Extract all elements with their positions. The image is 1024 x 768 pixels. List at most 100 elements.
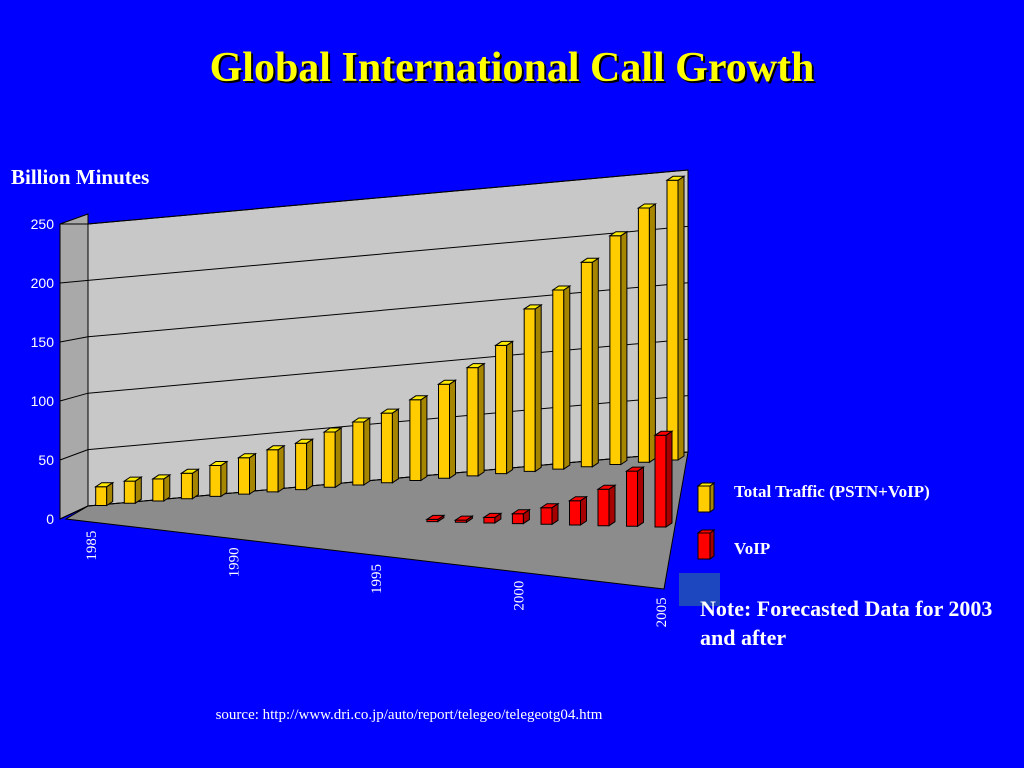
- bar-total-1998-top: [465, 363, 486, 369]
- bar-total-1996-top: [408, 395, 429, 401]
- bar-total-1992-front: [295, 442, 308, 491]
- bar-voip-2000-front: [511, 513, 524, 525]
- bar-total-1993: [322, 427, 343, 489]
- bar-total-1996-side: [420, 394, 428, 482]
- bar-voip-2002: [567, 495, 589, 526]
- x-tick-label: 1995: [369, 564, 385, 594]
- bar-total-1994-front: [352, 421, 365, 486]
- bar-total-1988-top: [179, 468, 201, 474]
- bar-total-1993-front: [323, 431, 336, 488]
- gridline: [87, 169, 689, 225]
- bar-total-1998-front: [466, 367, 479, 477]
- bar-total-1992-top: [293, 438, 315, 444]
- bar-total-2002-front: [580, 261, 593, 468]
- bar-total-2004-front: [637, 207, 650, 463]
- bar-total-2004: [636, 203, 658, 464]
- bar-voip-2001-front: [540, 507, 553, 525]
- bar-voip-2002-side: [580, 495, 587, 526]
- bar-total-1990-side: [249, 452, 256, 496]
- legend-label-voip: VoIP: [734, 539, 771, 558]
- bar-voip-1997-top: [425, 514, 446, 520]
- bar-total-1989-front: [209, 465, 222, 497]
- bar-total-1998: [465, 362, 486, 477]
- bar-total-1995-front: [380, 412, 393, 484]
- gridline-side: [59, 505, 89, 520]
- bar-total-2003-front: [609, 235, 622, 465]
- y-tick-label: 150: [31, 334, 55, 350]
- bar-total-1985: [94, 481, 115, 507]
- bar-voip-2003: [596, 484, 617, 527]
- bar-voip-1997: [425, 514, 446, 523]
- bar-voip-2004-side: [637, 466, 644, 528]
- legend-label-total-traffic: Total Traffic (PSTN+VoIP): [734, 482, 930, 501]
- bar-total-2000-side: [534, 303, 542, 473]
- slide-title: Global International Call Growth: [209, 45, 815, 91]
- bar-total-1989-side: [220, 460, 228, 498]
- bar-total-2004-top: [636, 203, 658, 209]
- bar-total-1985-top: [94, 482, 115, 488]
- gridline-side: [59, 336, 89, 343]
- bar-total-2000: [522, 303, 543, 473]
- forecast-note-marker: [679, 573, 720, 606]
- bar-total-1995-top: [379, 408, 401, 414]
- bar-voip-1999-top: [482, 512, 503, 518]
- bar-total-1987-top: [151, 474, 172, 480]
- bar-total-2000-top: [522, 304, 543, 310]
- bar-total-2001-top: [551, 285, 572, 291]
- y-tick-label: 50: [38, 452, 54, 468]
- bar-total-1985-front: [95, 486, 108, 506]
- bar-total-2002-side: [591, 257, 599, 468]
- x-tick-label: 2005: [654, 597, 670, 627]
- bar-voip-1999-front: [483, 516, 496, 524]
- bar-voip-2002-top: [567, 496, 589, 502]
- bar-voip-2005-side: [665, 430, 673, 528]
- bar-total-2005: [665, 175, 686, 461]
- bar-total-1989-top: [208, 461, 229, 466]
- bar-total-1999-top: [493, 340, 515, 346]
- bar-total-2002: [579, 257, 600, 468]
- x-tick-label: 1985: [84, 531, 100, 561]
- bar-voip-2002-front: [569, 500, 581, 526]
- bar-total-1989: [208, 460, 229, 498]
- bar-total-1994-top: [351, 417, 372, 423]
- bar-total-1998-side: [477, 362, 485, 477]
- bar-total-1991: [265, 444, 286, 493]
- bar-total-2002-top: [579, 257, 600, 263]
- bar-total-1992: [293, 438, 315, 491]
- gridline-side: [59, 279, 89, 284]
- bar-total-1988-front: [180, 472, 193, 500]
- bar-total-2000-front: [523, 308, 536, 472]
- bar-voip-1998: [453, 515, 475, 524]
- bar-voip-2005: [653, 430, 674, 528]
- bar-voip-1998-top: [453, 515, 475, 521]
- bar-total-2005-front: [666, 179, 679, 461]
- bar-total-2003: [608, 230, 629, 466]
- bar-total-2001-side: [563, 285, 571, 471]
- bar-voip-2003-front: [597, 488, 610, 527]
- bar-total-1995-side: [391, 408, 399, 484]
- bar-voip-2004-front: [626, 470, 638, 527]
- bar-voip-2004: [624, 466, 646, 528]
- gridline-side: [59, 449, 89, 461]
- bar-total-1986: [122, 476, 143, 505]
- bar-voip-1999: [482, 512, 503, 524]
- bar-total-1996-front: [409, 399, 422, 481]
- bar-total-2005-top: [665, 175, 686, 181]
- bar-total-1990: [236, 452, 258, 496]
- bar-total-1992-side: [306, 438, 314, 491]
- bar-total-2003-top: [608, 231, 629, 237]
- bar-voip-2000: [510, 508, 532, 525]
- gridline-side: [59, 392, 89, 402]
- bar-total-1990-top: [236, 453, 258, 459]
- bar-total-1988: [179, 468, 201, 500]
- bar-total-1988-side: [191, 468, 199, 500]
- bar-voip-2003-top: [596, 484, 617, 490]
- side-wall: [59, 213, 89, 520]
- bar-total-1999-side: [506, 340, 514, 475]
- bar-total-1995: [379, 408, 401, 484]
- x-tick-label: 1990: [227, 547, 243, 577]
- y-tick-label: 100: [31, 393, 55, 409]
- bar-total-1986-front: [123, 480, 136, 504]
- legend-swatch-voip: [696, 529, 716, 560]
